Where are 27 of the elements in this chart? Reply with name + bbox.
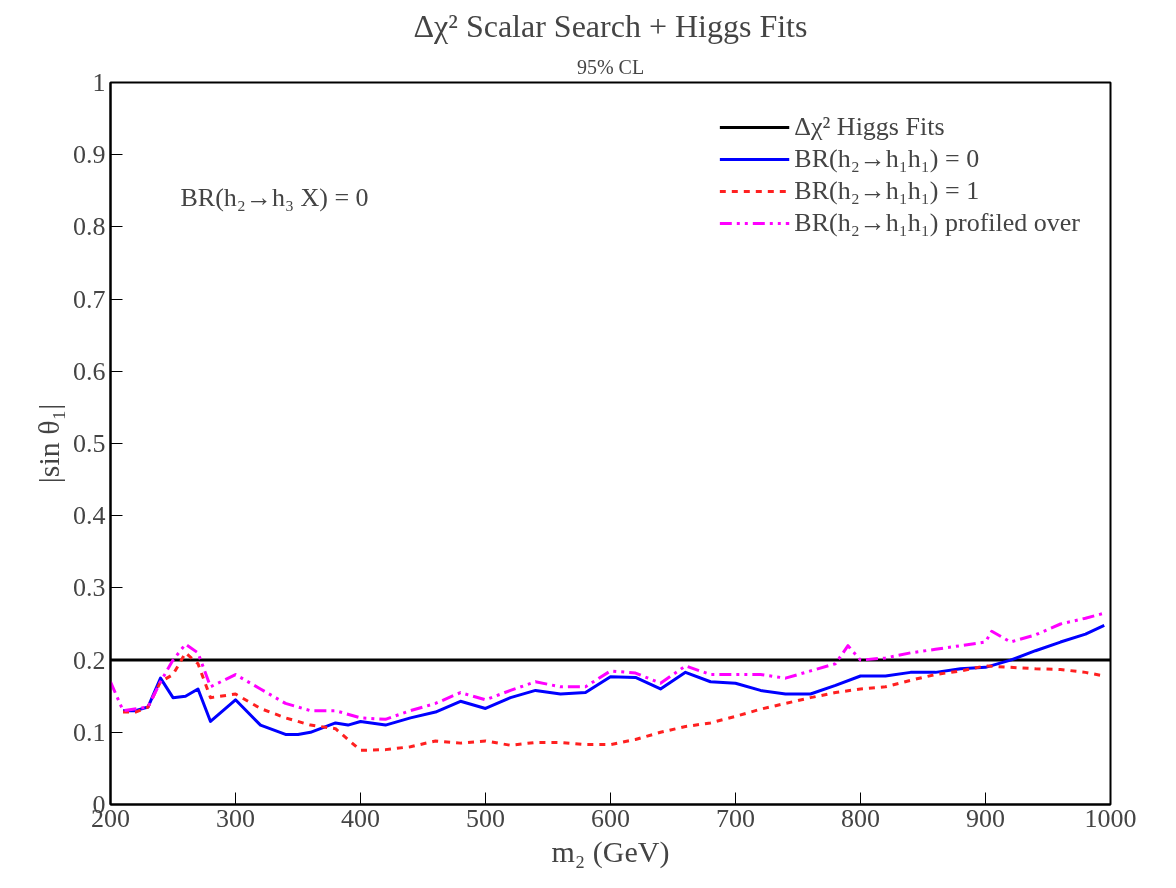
x-tick-label: 500 (466, 803, 505, 833)
x-axis-title: m₂ (GeV) (551, 834, 670, 869)
chart-subtitle: 95% CL (576, 55, 645, 78)
legend-label: BR(h₂→h₁h₁) = 0 (794, 144, 980, 174)
y-tick-label: 0.8 (73, 212, 106, 242)
annotation: BR(h₂→h₃ X) = 0 (180, 183, 369, 213)
chart-title: Δχ² Scalar Search + Higgs Fits (413, 7, 808, 44)
y-tick-label: 1 (92, 68, 106, 97)
y-tick-label: 0.2 (73, 645, 106, 675)
legend-label: BR(h₂→h₁h₁) profiled over (794, 208, 1080, 238)
x-tick-label: 900 (966, 803, 1005, 833)
x-tick-label: 300 (216, 803, 255, 833)
y-tick-label: 0.9 (73, 140, 106, 170)
y-tick-label: 0.5 (73, 429, 106, 458)
x-tick-label: 600 (591, 803, 630, 833)
x-tick-label: 400 (341, 803, 380, 833)
x-tick-label: 1000 (1084, 803, 1137, 833)
y-axis-title: |sin θ₁| (32, 403, 65, 484)
legend-label: Δχ² Higgs Fits (794, 112, 945, 142)
x-tick-label: 800 (841, 803, 880, 833)
y-tick-label: 0.3 (73, 573, 106, 603)
y-tick-label: 0.7 (73, 284, 106, 314)
y-tick-label: 0.6 (73, 356, 106, 386)
y-tick-label: 0.1 (73, 717, 106, 747)
y-tick-label: 0.4 (73, 501, 106, 531)
x-tick-label: 700 (716, 803, 755, 833)
legend-label: BR(h₂→h₁h₁) = 1 (794, 176, 980, 206)
